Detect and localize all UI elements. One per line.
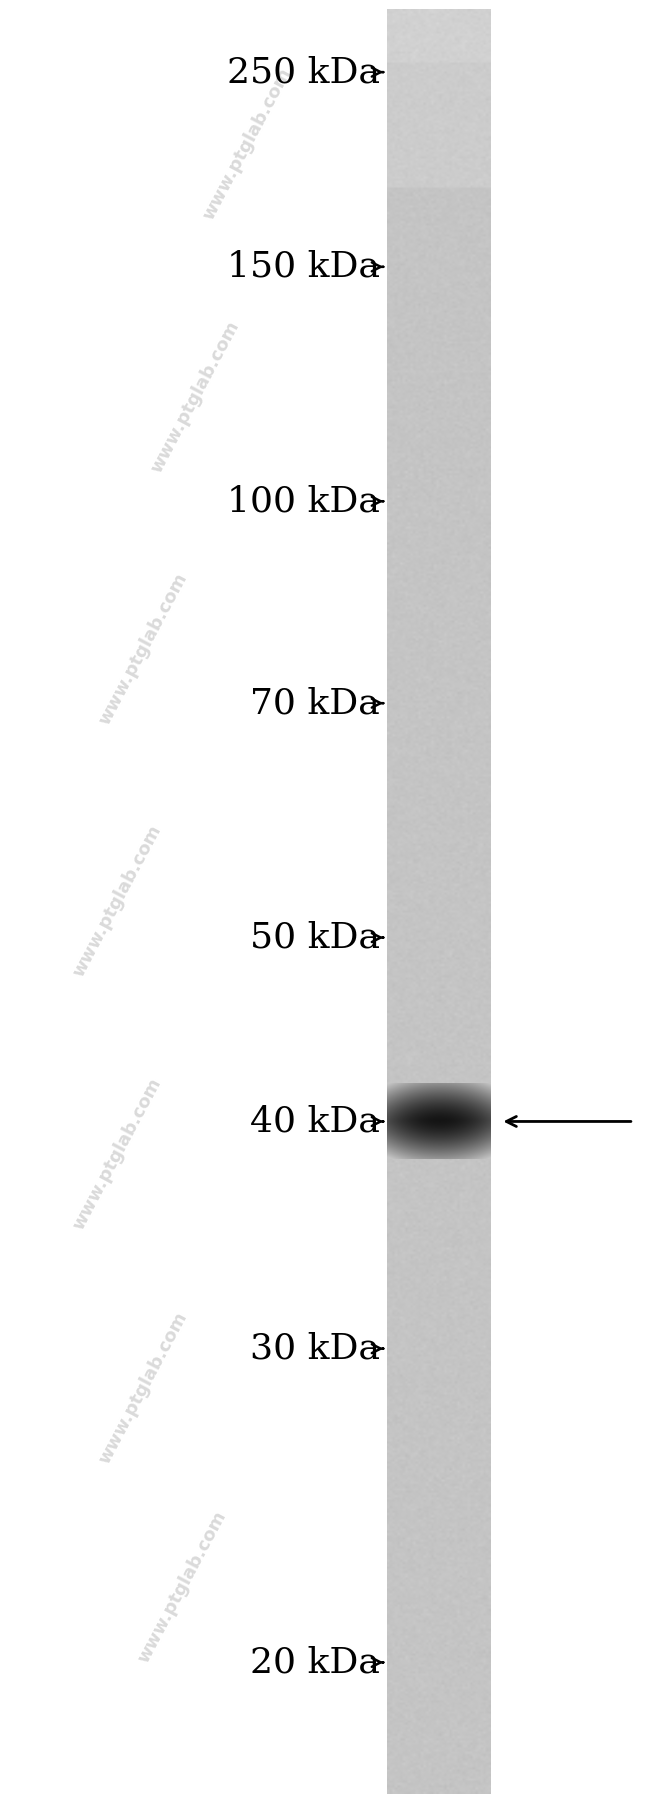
Text: www.ptglab.com: www.ptglab.com xyxy=(200,65,294,224)
Text: 70 kDa: 70 kDa xyxy=(250,687,383,719)
Text: 20 kDa: 20 kDa xyxy=(250,1646,383,1679)
Text: www.ptglab.com: www.ptglab.com xyxy=(96,570,190,728)
Text: www.ptglab.com: www.ptglab.com xyxy=(96,1309,190,1468)
Text: www.ptglab.com: www.ptglab.com xyxy=(70,1075,164,1233)
Text: 250 kDa: 250 kDa xyxy=(227,56,383,88)
Text: www.ptglab.com: www.ptglab.com xyxy=(70,822,164,981)
Text: 150 kDa: 150 kDa xyxy=(227,251,383,283)
Text: www.ptglab.com: www.ptglab.com xyxy=(148,317,242,476)
Text: www.ptglab.com: www.ptglab.com xyxy=(135,1507,229,1666)
Text: 100 kDa: 100 kDa xyxy=(227,485,383,517)
Text: 50 kDa: 50 kDa xyxy=(250,921,383,954)
Text: 40 kDa: 40 kDa xyxy=(250,1105,383,1138)
Text: 30 kDa: 30 kDa xyxy=(250,1332,383,1365)
